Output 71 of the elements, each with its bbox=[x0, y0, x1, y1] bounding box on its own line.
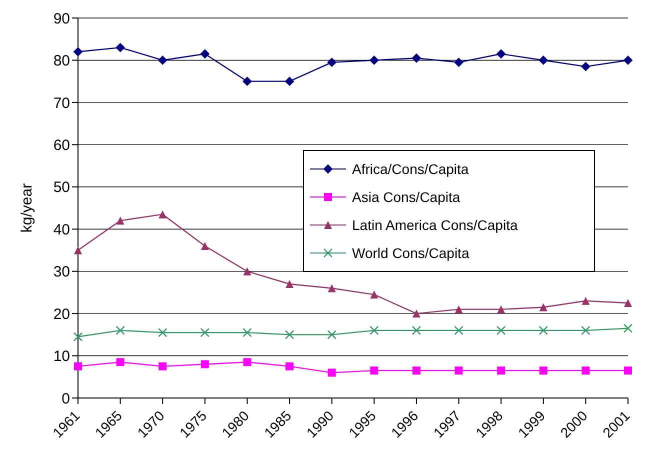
point bbox=[158, 56, 168, 65]
y-tick-label: 50 bbox=[53, 179, 70, 196]
point bbox=[539, 303, 548, 312]
point bbox=[497, 305, 506, 314]
point bbox=[286, 280, 294, 288]
point bbox=[200, 49, 210, 58]
point bbox=[74, 246, 82, 254]
point bbox=[370, 290, 378, 299]
legend-label: Asia Cons/Capita bbox=[352, 189, 460, 205]
y-tick-label: 40 bbox=[53, 221, 70, 238]
y-axis-title: kg/year bbox=[18, 183, 36, 233]
point bbox=[370, 366, 378, 375]
point bbox=[582, 366, 590, 375]
y-tick-label: 80 bbox=[53, 52, 70, 70]
point bbox=[243, 358, 252, 366]
point bbox=[328, 284, 336, 292]
point bbox=[200, 360, 209, 368]
point bbox=[200, 242, 209, 250]
point bbox=[327, 58, 336, 67]
point bbox=[624, 56, 632, 65]
point bbox=[116, 326, 125, 336]
point bbox=[496, 49, 506, 58]
point bbox=[116, 216, 124, 225]
point bbox=[73, 332, 83, 342]
point bbox=[74, 362, 82, 370]
point bbox=[284, 330, 294, 340]
point bbox=[581, 326, 590, 336]
legend-label: World Cons/Capita bbox=[352, 245, 470, 261]
point bbox=[412, 310, 420, 318]
point bbox=[454, 326, 464, 336]
point bbox=[581, 62, 590, 72]
point bbox=[538, 326, 548, 336]
point bbox=[242, 76, 252, 86]
point bbox=[624, 366, 632, 375]
y-tick-label: 90 bbox=[53, 10, 70, 28]
point bbox=[74, 47, 82, 56]
point bbox=[116, 358, 124, 366]
point bbox=[496, 326, 506, 336]
point bbox=[158, 210, 167, 218]
point bbox=[242, 328, 252, 338]
point bbox=[412, 326, 422, 336]
point bbox=[454, 58, 464, 67]
y-tick-label: 60 bbox=[53, 136, 70, 154]
legend-label: Latin America Cons/Capita bbox=[352, 217, 518, 233]
point bbox=[370, 326, 379, 336]
y-tick-label: 20 bbox=[53, 306, 70, 323]
y-tick-label: 30 bbox=[53, 264, 70, 281]
point bbox=[327, 330, 336, 340]
point bbox=[539, 366, 548, 375]
point bbox=[200, 328, 210, 338]
point bbox=[285, 76, 294, 86]
point bbox=[116, 43, 125, 52]
point bbox=[286, 362, 294, 370]
point bbox=[370, 56, 379, 65]
point bbox=[158, 362, 167, 370]
point bbox=[454, 305, 463, 314]
point bbox=[412, 54, 421, 63]
point bbox=[158, 328, 168, 338]
point bbox=[624, 299, 632, 307]
point bbox=[497, 366, 506, 375]
point bbox=[328, 368, 336, 377]
point bbox=[623, 324, 633, 333]
point bbox=[582, 296, 590, 305]
legend-label: Africa/Cons/Capita bbox=[352, 161, 469, 177]
point bbox=[412, 366, 420, 375]
point bbox=[538, 56, 548, 65]
y-tick-label: 10 bbox=[53, 348, 70, 366]
y-tick-label: 0 bbox=[62, 390, 70, 408]
y-tick-label: 70 bbox=[53, 94, 70, 112]
point bbox=[454, 366, 463, 375]
point bbox=[243, 267, 252, 276]
